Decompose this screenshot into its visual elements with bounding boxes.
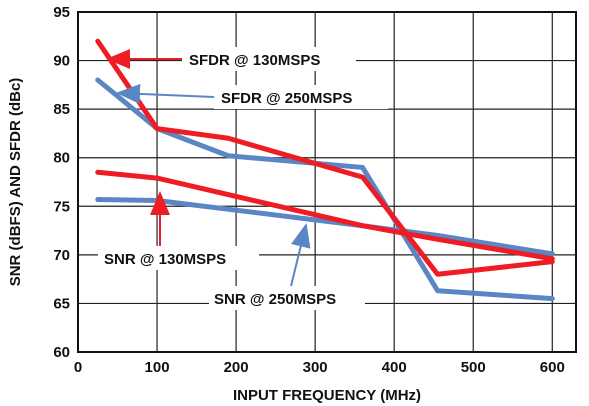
x-axis-title: INPUT FREQUENCY (MHz) <box>233 387 421 404</box>
x-tick-label: 300 <box>303 359 328 376</box>
y-tick-label: 90 <box>53 53 70 70</box>
y-axis-title: SNR (dBFS) AND SFDR (dBc) <box>7 78 24 287</box>
y-tick-label: 80 <box>53 150 70 167</box>
x-tick-label: 200 <box>224 359 249 376</box>
annotation-box-sfdr-130msps <box>182 47 356 71</box>
x-tick-label: 100 <box>145 359 170 376</box>
y-tick-label: 95 <box>53 4 70 21</box>
annotation-box-sfdr-250msps <box>214 85 388 109</box>
annotation-arrow-sfdr-250msps <box>116 83 215 104</box>
series-label-snr-130msps: SNR @ 130MSPS <box>104 251 226 268</box>
axis-layer: 0 100 200 300 400 500 600 60 65 70 75 80 85 90 95 <box>53 4 577 376</box>
series-label-snr-250msps: SNR @ 250MSPS <box>214 291 336 308</box>
series-label-sfdr-130msps: SFDR @ 130MSPS <box>189 52 320 69</box>
annotation-layer: SFDR @ 130MSPS SFDR @ 250MSPS SNR @ 130MSP… <box>98 47 388 310</box>
y-tick-label: 85 <box>53 101 70 118</box>
x-tick-label: 0 <box>74 359 82 376</box>
x-tick-label: 400 <box>382 359 407 376</box>
y-tick-label: 65 <box>53 295 70 312</box>
series-layer <box>95 38 555 302</box>
annotation-box-snr-130msps <box>98 246 259 270</box>
series-line-snr-130msps <box>95 169 555 262</box>
series-line-sfdr-130msps <box>95 38 555 277</box>
series-line-sfdr-250msps <box>95 77 555 302</box>
series-label-sfdr-250msps: SFDR @ 250MSPS <box>221 90 352 107</box>
annotation-box-snr-250msps <box>209 286 365 310</box>
y-tick-label: 70 <box>53 247 70 264</box>
plot-border <box>77 11 577 353</box>
x-tick-label: 600 <box>540 359 565 376</box>
annotation-arrow-snr-250msps <box>290 223 311 287</box>
y-tick-label: 60 <box>53 344 70 361</box>
x-tick-label: 500 <box>461 359 486 376</box>
y-tick-label: 75 <box>53 198 70 215</box>
